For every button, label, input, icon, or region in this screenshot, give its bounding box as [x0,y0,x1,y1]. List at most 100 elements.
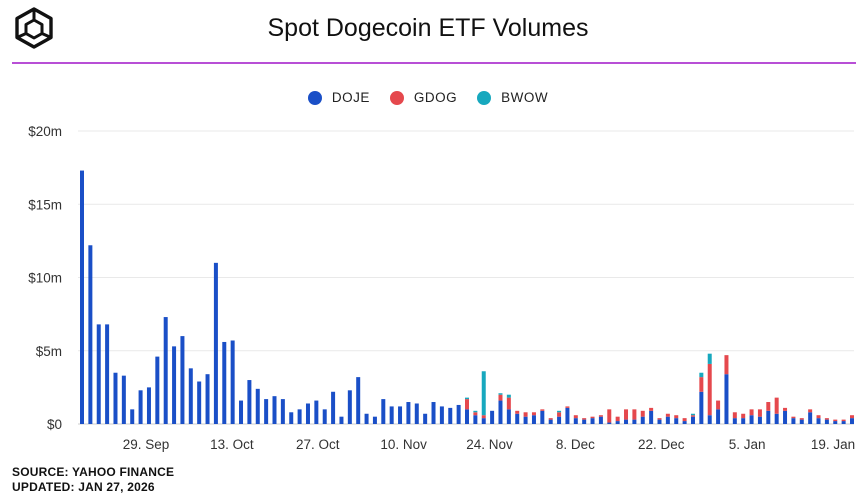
bar-doje [213,262,218,424]
bar-gdog [632,409,637,420]
bar-gdog [833,419,838,422]
bar-doje [130,409,135,424]
bar-doje [331,391,336,424]
legend-item-bwow: BWOW [477,90,548,105]
bar-doje [172,346,177,424]
bar-doje [372,416,377,424]
bar-doje [766,410,771,424]
bar-doje [364,413,369,424]
bar-doje [665,416,670,424]
bar-doje [598,416,603,424]
bar-doje [222,341,227,424]
bar-gdog [557,412,562,417]
legend-label-bwow: BWOW [501,90,549,105]
bar-gdog [716,400,721,410]
bar-doje [289,412,294,424]
bar-gdog [749,409,754,416]
bar-gdog [506,397,511,410]
bar-doje [523,416,528,424]
bar-doje [398,406,403,424]
bar-doje [88,245,93,424]
y-tick-label: $20m [28,124,62,139]
bar-gdog [598,415,603,417]
bar-doje [498,400,503,424]
bar-gdog [699,377,704,392]
bar-doje [96,324,101,424]
bar-doje [791,418,796,424]
cube-logo-icon [15,7,53,49]
bar-doje [573,418,578,424]
bar-doje [674,418,679,424]
bar-doje [808,412,813,424]
chart-footer: SOURCE: YAHOO FINANCE UPDATED: JAN 27, 2… [12,465,174,495]
legend-swatch-gdog [389,90,404,105]
bar-doje [473,415,478,424]
bar-doje [381,399,386,424]
bar-bwow [498,393,503,395]
bar-doje [716,409,721,424]
volume-bar-chart: $0 $5m $10m $15m $20m 29. Sep 13. Oct 27. Oct 10… [28,124,855,452]
bar-bwow [506,394,511,398]
bar-doje [548,419,553,424]
bar-gdog [850,415,854,419]
bar-doje [113,372,118,424]
bar-doje [439,406,444,424]
bar-doje [732,418,737,424]
x-tick-label: 13. Oct [210,437,254,452]
bar-doje [824,419,829,424]
y-tick-label: $5m [36,344,62,359]
bar-gdog [523,412,528,417]
bar-gdog [548,418,553,420]
bar-doje [640,416,645,424]
header-divider [12,62,856,64]
bar-gdog [808,409,813,413]
bar-doje [239,400,244,424]
bar-gdog [841,419,846,422]
bar-doje [624,419,629,424]
x-tick-label: 29. Sep [123,437,170,452]
bar-doje [146,387,151,425]
bar-gdog [540,409,545,411]
bar-doje [264,399,269,424]
bar-gdog [607,409,612,423]
bar-doje [649,410,654,424]
bar-doje [406,402,411,424]
bar-gdog [665,413,670,417]
bar-doje [414,403,419,424]
bar-doje [297,409,302,424]
legend-label-doje: DOJE [331,90,370,105]
bar-bwow [690,413,695,416]
bar-doje [205,374,210,424]
bar-doje [465,409,469,424]
bar-doje [757,416,762,424]
bar-bwow [465,397,469,400]
legend-swatch-doje [307,90,322,105]
bar-gdog [774,397,779,414]
bar-doje [105,324,110,424]
bar-doje [448,407,453,424]
y-tick-label: $15m [28,197,62,212]
bar-gdog [783,407,788,411]
bar-gdog [707,363,712,416]
bar-gdog [682,418,687,422]
bar-gdog [649,407,654,411]
x-tick-label: 27. Oct [296,437,340,452]
y-tick-label: $0 [47,417,62,432]
bar-gdog [624,409,629,420]
bar-gdog [741,413,746,419]
bar-doje [850,418,854,424]
bar-doje [347,390,352,424]
x-tick-label: 24. Nov [466,437,513,452]
bar-doje [305,403,310,424]
bar-gdog [481,415,486,419]
bar-doje [531,415,536,424]
bar-gdog [674,415,679,419]
bar-gdog [791,416,796,419]
bar-doje [816,418,821,424]
bar-gdog [515,410,520,414]
bar-doje [322,409,327,424]
legend-item-doje: DOJE [307,90,370,105]
bar-gdog [824,418,829,420]
bar-doje [247,380,252,424]
legend-swatch-bwow [477,90,492,105]
